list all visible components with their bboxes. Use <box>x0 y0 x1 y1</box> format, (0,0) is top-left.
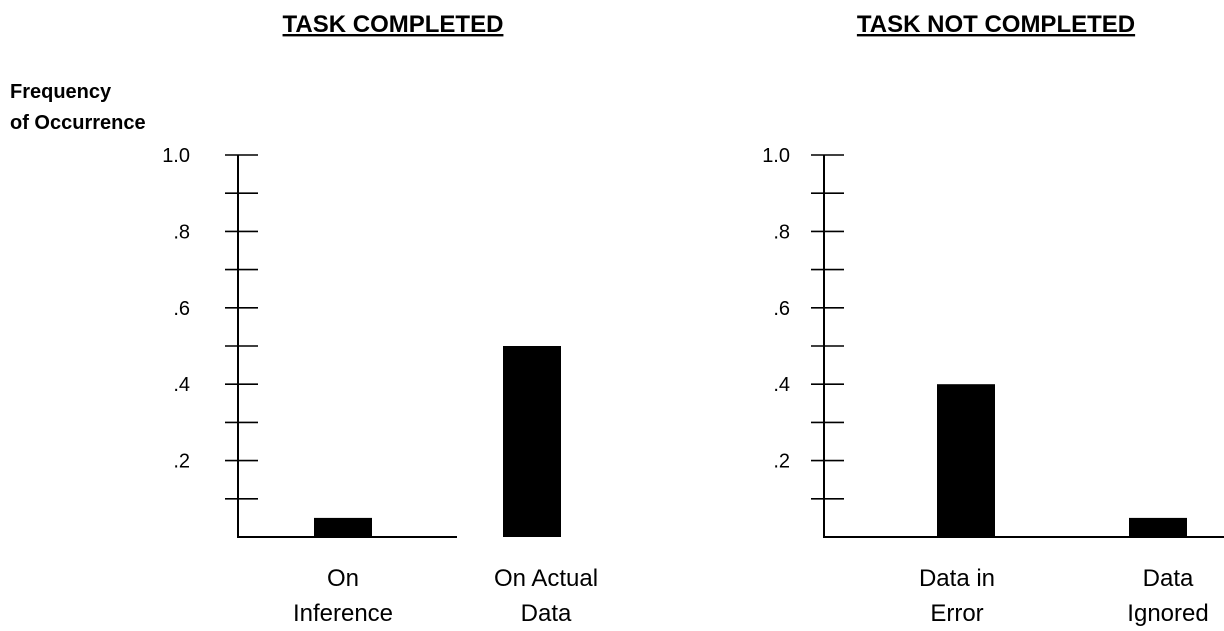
y-tick-label: .8 <box>173 221 190 243</box>
y-tick-label: .6 <box>173 298 190 320</box>
chart-title-task-completed: TASK COMPLETED <box>283 11 504 38</box>
category-label: Ignored <box>1127 600 1208 627</box>
y-axis-label-line-2: of Occurrence <box>10 112 146 134</box>
category-label: On <box>327 565 359 592</box>
bar <box>314 517 372 537</box>
y-tick-label: 1.0 <box>162 145 190 167</box>
chart-panel-task-not-completed: TASK NOT COMPLETED .2 .4 .6 .8 1.0 Data in Er… <box>762 11 1224 627</box>
category-label: Data <box>521 600 572 627</box>
bars <box>314 346 561 537</box>
y-ticks: .2 .4 .6 .8 1.0 <box>162 145 258 500</box>
y-axis-label-line-1: Frequency <box>10 81 112 103</box>
category-label: Error <box>930 600 983 627</box>
chart-title-task-not-completed: TASK NOT COMPLETED <box>857 11 1135 38</box>
bar <box>1129 517 1187 537</box>
bars <box>937 384 1187 537</box>
y-tick-label: .2 <box>173 451 190 473</box>
y-tick-label: .8 <box>773 221 790 243</box>
bar <box>937 384 995 537</box>
y-tick-label: .2 <box>773 451 790 473</box>
category-label: On Actual <box>494 565 598 592</box>
y-tick-label: .4 <box>173 374 190 396</box>
category-label: Inference <box>293 600 393 627</box>
category-labels: On Inference On Actual Data <box>293 565 598 627</box>
bar <box>503 346 561 537</box>
y-tick-label: .6 <box>773 298 790 320</box>
y-tick-label: 1.0 <box>762 145 790 167</box>
category-label: Data in <box>919 565 995 592</box>
chart-panel-task-completed: TASK COMPLETED Frequency of Occurrence .… <box>10 11 598 627</box>
y-tick-label: .4 <box>773 374 790 396</box>
category-labels: Data in Error Data Ignored <box>919 565 1209 627</box>
category-label: Data <box>1143 565 1194 592</box>
y-ticks: .2 .4 .6 .8 1.0 <box>762 145 844 500</box>
